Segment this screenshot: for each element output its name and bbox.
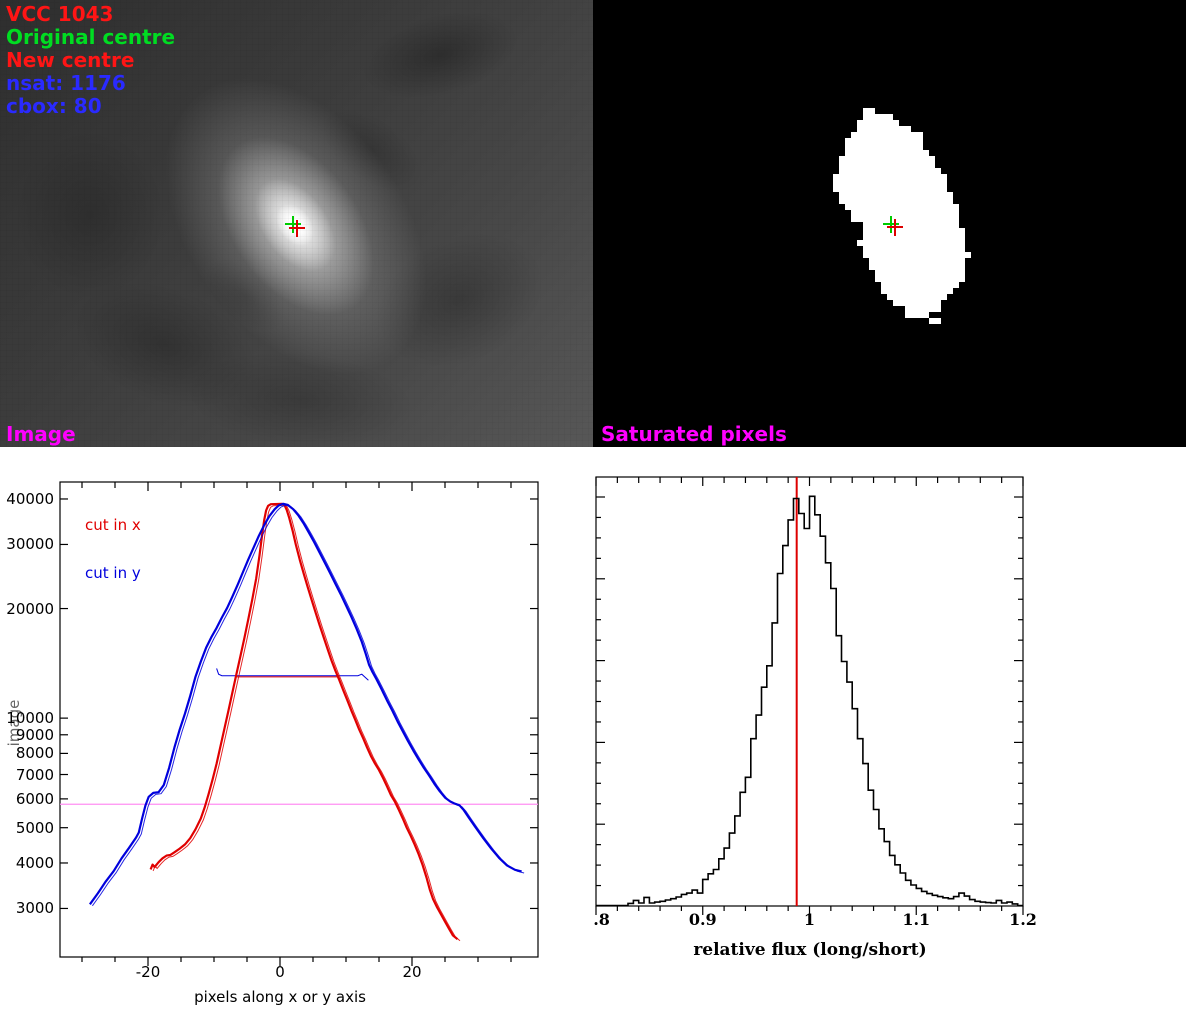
- saturated-region-graphic: [833, 108, 971, 324]
- centre-markers: [285, 216, 305, 237]
- annotation-cbox: cbox: 80: [6, 94, 102, 118]
- left-plot-frame: [59, 481, 539, 958]
- right-plot-labels: relative flux (long/short) 0.8 0.9 1 1.1 1.2: [593, 447, 1186, 1021]
- y-tick-label: 40000: [6, 489, 54, 508]
- saturated-pixels-panel: Saturated pixels: [593, 0, 1186, 447]
- x-tick-label: 0.8: [593, 910, 610, 929]
- annotation-new-centre: New centre: [6, 48, 135, 72]
- image-panel-caption: Image: [6, 422, 76, 446]
- dust-patch: [15, 130, 165, 300]
- x-tick-label: 1.1: [902, 910, 931, 929]
- legend-cut-in-x: cut in x: [85, 516, 141, 534]
- x-tick-label: 0: [275, 963, 285, 981]
- galaxy-image-panel: VCC 1043 Original centre New centre nsat…: [0, 0, 593, 447]
- curve-cut-in-x: [149, 502, 459, 941]
- y-tick-label: 9000: [15, 725, 54, 744]
- annotation-nsat: nsat: 1176: [6, 71, 126, 95]
- curve-cut-in-y: [89, 502, 522, 905]
- right-plot-xlabel: relative flux (long/short): [693, 940, 927, 960]
- x-tick-label: -20: [135, 963, 161, 981]
- y-tick-label: 5000: [15, 818, 54, 837]
- y-tick-label: 6000: [15, 789, 54, 808]
- plots-area: [0, 447, 1186, 1021]
- y-tick-label: 8000: [15, 744, 54, 763]
- y-tick-label: 20000: [6, 599, 54, 618]
- curve-cut-in-x-raw: [152, 504, 461, 942]
- plots-graphic: [59, 476, 1024, 966]
- y-tick-label: 10000: [6, 709, 54, 728]
- x-tick-label: 0.9: [688, 910, 717, 929]
- x-tick-label: 1.2: [1009, 910, 1037, 929]
- curve-cut-in-y-raw: [91, 504, 525, 907]
- flux-ratio-histogram: [596, 495, 1023, 907]
- y-tick-label: 30000: [6, 535, 54, 554]
- image-annotations: VCC 1043 Original centre New centre nsat…: [6, 3, 175, 118]
- saturation-plateau-line: [235, 676, 341, 679]
- annotation-original-centre: Original centre: [6, 25, 176, 49]
- y-tick-label: 7000: [15, 765, 54, 784]
- x-tick-label: 20: [402, 963, 422, 981]
- annotation-object-name: VCC 1043: [6, 2, 114, 26]
- legend-cut-in-y: cut in y: [85, 564, 141, 582]
- saturated-region-blob: [833, 108, 971, 324]
- left-plot-xlabel: pixels along x or y axis: [194, 988, 366, 1006]
- y-tick-label: 4000: [15, 853, 54, 872]
- saturated-panel-caption: Saturated pixels: [601, 422, 787, 446]
- y-tick-label: 3000: [15, 899, 54, 918]
- saturation-plateau-line: [216, 668, 369, 681]
- x-tick-label: 1: [803, 910, 816, 929]
